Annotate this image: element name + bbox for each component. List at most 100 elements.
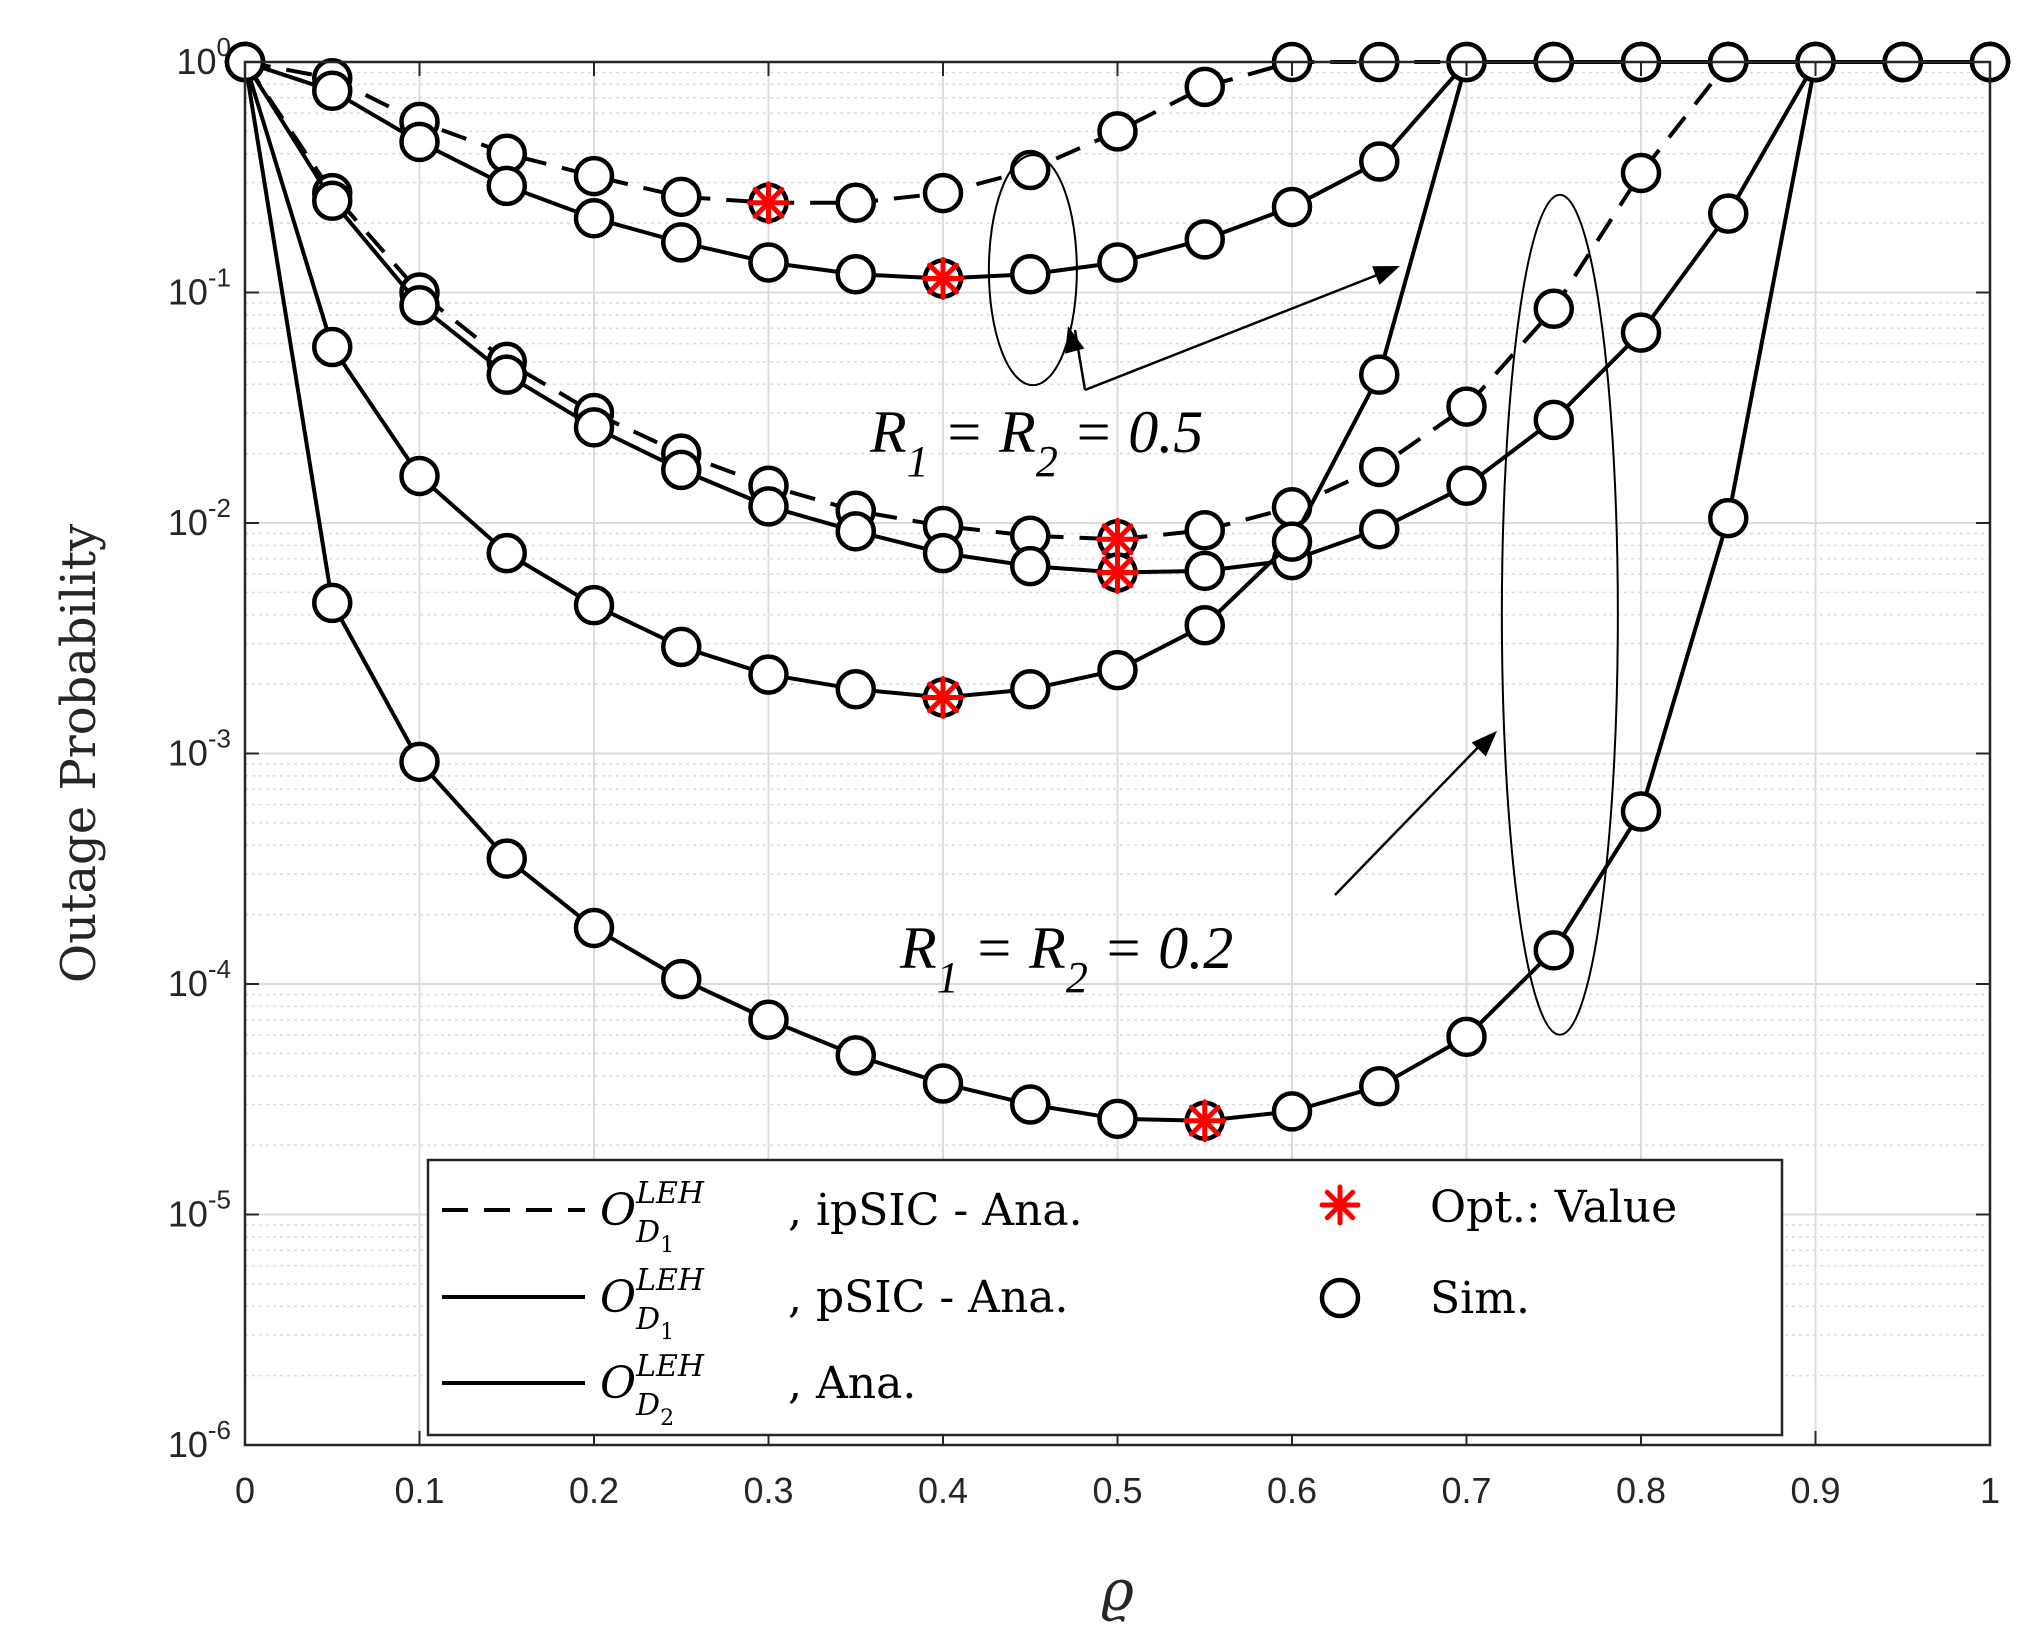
legend-subscript: D2	[635, 1388, 674, 1431]
sim-marker	[1533, 399, 1574, 441]
sim-marker	[399, 285, 440, 326]
sim-marker	[1271, 1091, 1313, 1132]
sim-marker	[835, 182, 876, 224]
sim-marker	[922, 172, 964, 214]
y-tick-label: 10-1	[168, 263, 231, 313]
sim-marker	[573, 197, 615, 239]
sim-marker	[1184, 66, 1225, 108]
star-stroke	[1188, 1104, 1221, 1137]
sim-marker	[835, 1035, 876, 1076]
sim-marker	[1184, 550, 1225, 592]
sim-marker	[399, 121, 440, 163]
sim-marker	[1097, 649, 1138, 691]
sim-marker	[1359, 446, 1400, 488]
sim-marker	[1359, 354, 1400, 395]
sim-marker	[486, 532, 527, 574]
sim-marker	[1359, 141, 1400, 182]
sim-marker	[1271, 186, 1313, 228]
sim-marker	[312, 326, 353, 368]
sim-marker	[1010, 668, 1051, 710]
sim-marker	[573, 155, 615, 197]
sim-marker	[573, 584, 615, 626]
annotation-r02: R1 = R2 = 0.2	[899, 915, 1233, 1002]
x-tick-label: 0	[235, 1470, 255, 1511]
legend-label: OLEH	[600, 1349, 705, 1409]
star-stroke	[927, 681, 959, 714]
star-stroke	[1101, 556, 1134, 589]
opt-marker	[921, 675, 965, 719]
sim-marker	[1446, 465, 1487, 507]
star-stroke	[1101, 523, 1134, 556]
legend-text: Opt.: Value	[1430, 1182, 1677, 1233]
sim-marker	[1620, 312, 1662, 353]
sim-marker	[1010, 1084, 1051, 1125]
arrow-line	[1334, 734, 1491, 896]
legend-text: , ipSIC - Ana.	[788, 1185, 1083, 1236]
sim-marker	[835, 253, 876, 295]
sim-marker	[312, 582, 353, 624]
sim-marker	[573, 407, 615, 448]
sim-marker	[1097, 242, 1138, 283]
y-axis-label: Outage Probability	[51, 524, 107, 983]
x-tick-label: 0.2	[569, 1470, 619, 1511]
series-line	[243, 60, 1990, 542]
sim-marker	[486, 165, 527, 207]
sim-marker	[1708, 497, 1749, 539]
arrow-head	[1471, 731, 1497, 757]
sim-marker	[1533, 930, 1574, 971]
y-tick-label: 10-3	[168, 724, 231, 774]
sim-marker	[312, 180, 353, 222]
y-tick-label: 100	[176, 32, 231, 82]
sim-marker	[1010, 545, 1051, 587]
group-ellipse-r05	[987, 154, 1078, 387]
sim-marker	[399, 741, 440, 783]
legend-subscript: D1	[635, 1302, 674, 1345]
sim-marker	[1359, 1066, 1400, 1107]
sim-marker	[1097, 111, 1138, 152]
y-tick-label: 10-4	[168, 954, 231, 1004]
sim-marker	[661, 176, 702, 218]
sim-marker	[748, 486, 789, 527]
x-tick-label: 0.9	[1790, 1470, 1840, 1511]
legend-sim-marker	[1319, 1277, 1361, 1319]
sim-marker	[835, 668, 876, 710]
sim-marker	[1446, 386, 1487, 427]
y-tick-label: 10-6	[168, 1415, 231, 1465]
sim-marker	[922, 532, 964, 574]
x-tick-label: 1	[1980, 1470, 2000, 1511]
sim-marker	[748, 999, 789, 1040]
legend-text: , Ana.	[788, 1358, 916, 1409]
sim-marker	[486, 354, 527, 395]
sim-marker	[1010, 253, 1051, 295]
legend-text: Sim.	[1430, 1273, 1530, 1324]
arrow-head	[1372, 266, 1400, 285]
sim-marker	[1620, 791, 1662, 832]
y-tick-label: 10-5	[168, 1185, 231, 1235]
x-tick-label: 0.5	[1092, 1470, 1142, 1511]
legend-box	[426, 1158, 1784, 1437]
sim-marker	[661, 626, 702, 668]
arrow-line	[1084, 266, 1396, 392]
arrow-head	[1065, 326, 1085, 354]
legend-subscript: D1	[635, 1215, 674, 1258]
sim-marker	[399, 455, 440, 497]
x-axis-label: ϱ	[1101, 1559, 1134, 1624]
star-stroke	[1324, 1189, 1356, 1221]
opt-marker	[1096, 550, 1139, 594]
annotation-r05: R1 = R2 = 0.5	[869, 399, 1203, 486]
group-ellipse-r02	[1500, 193, 1619, 1036]
x-tick-label: 0.1	[394, 1470, 444, 1511]
sim-marker	[748, 654, 789, 695]
sim-marker	[1620, 152, 1662, 194]
sim-marker	[1184, 605, 1225, 646]
sim-marker	[922, 1063, 964, 1104]
x-tick-label: 0.6	[1267, 1470, 1317, 1511]
sim-marker	[1359, 508, 1400, 550]
sim-marker	[661, 449, 702, 491]
sim-marker	[835, 511, 876, 552]
legend-label: OLEH	[600, 1176, 705, 1236]
sim-marker	[1184, 510, 1225, 551]
sim-marker	[1446, 1016, 1487, 1058]
y-tick-label: 10-2	[168, 493, 231, 543]
